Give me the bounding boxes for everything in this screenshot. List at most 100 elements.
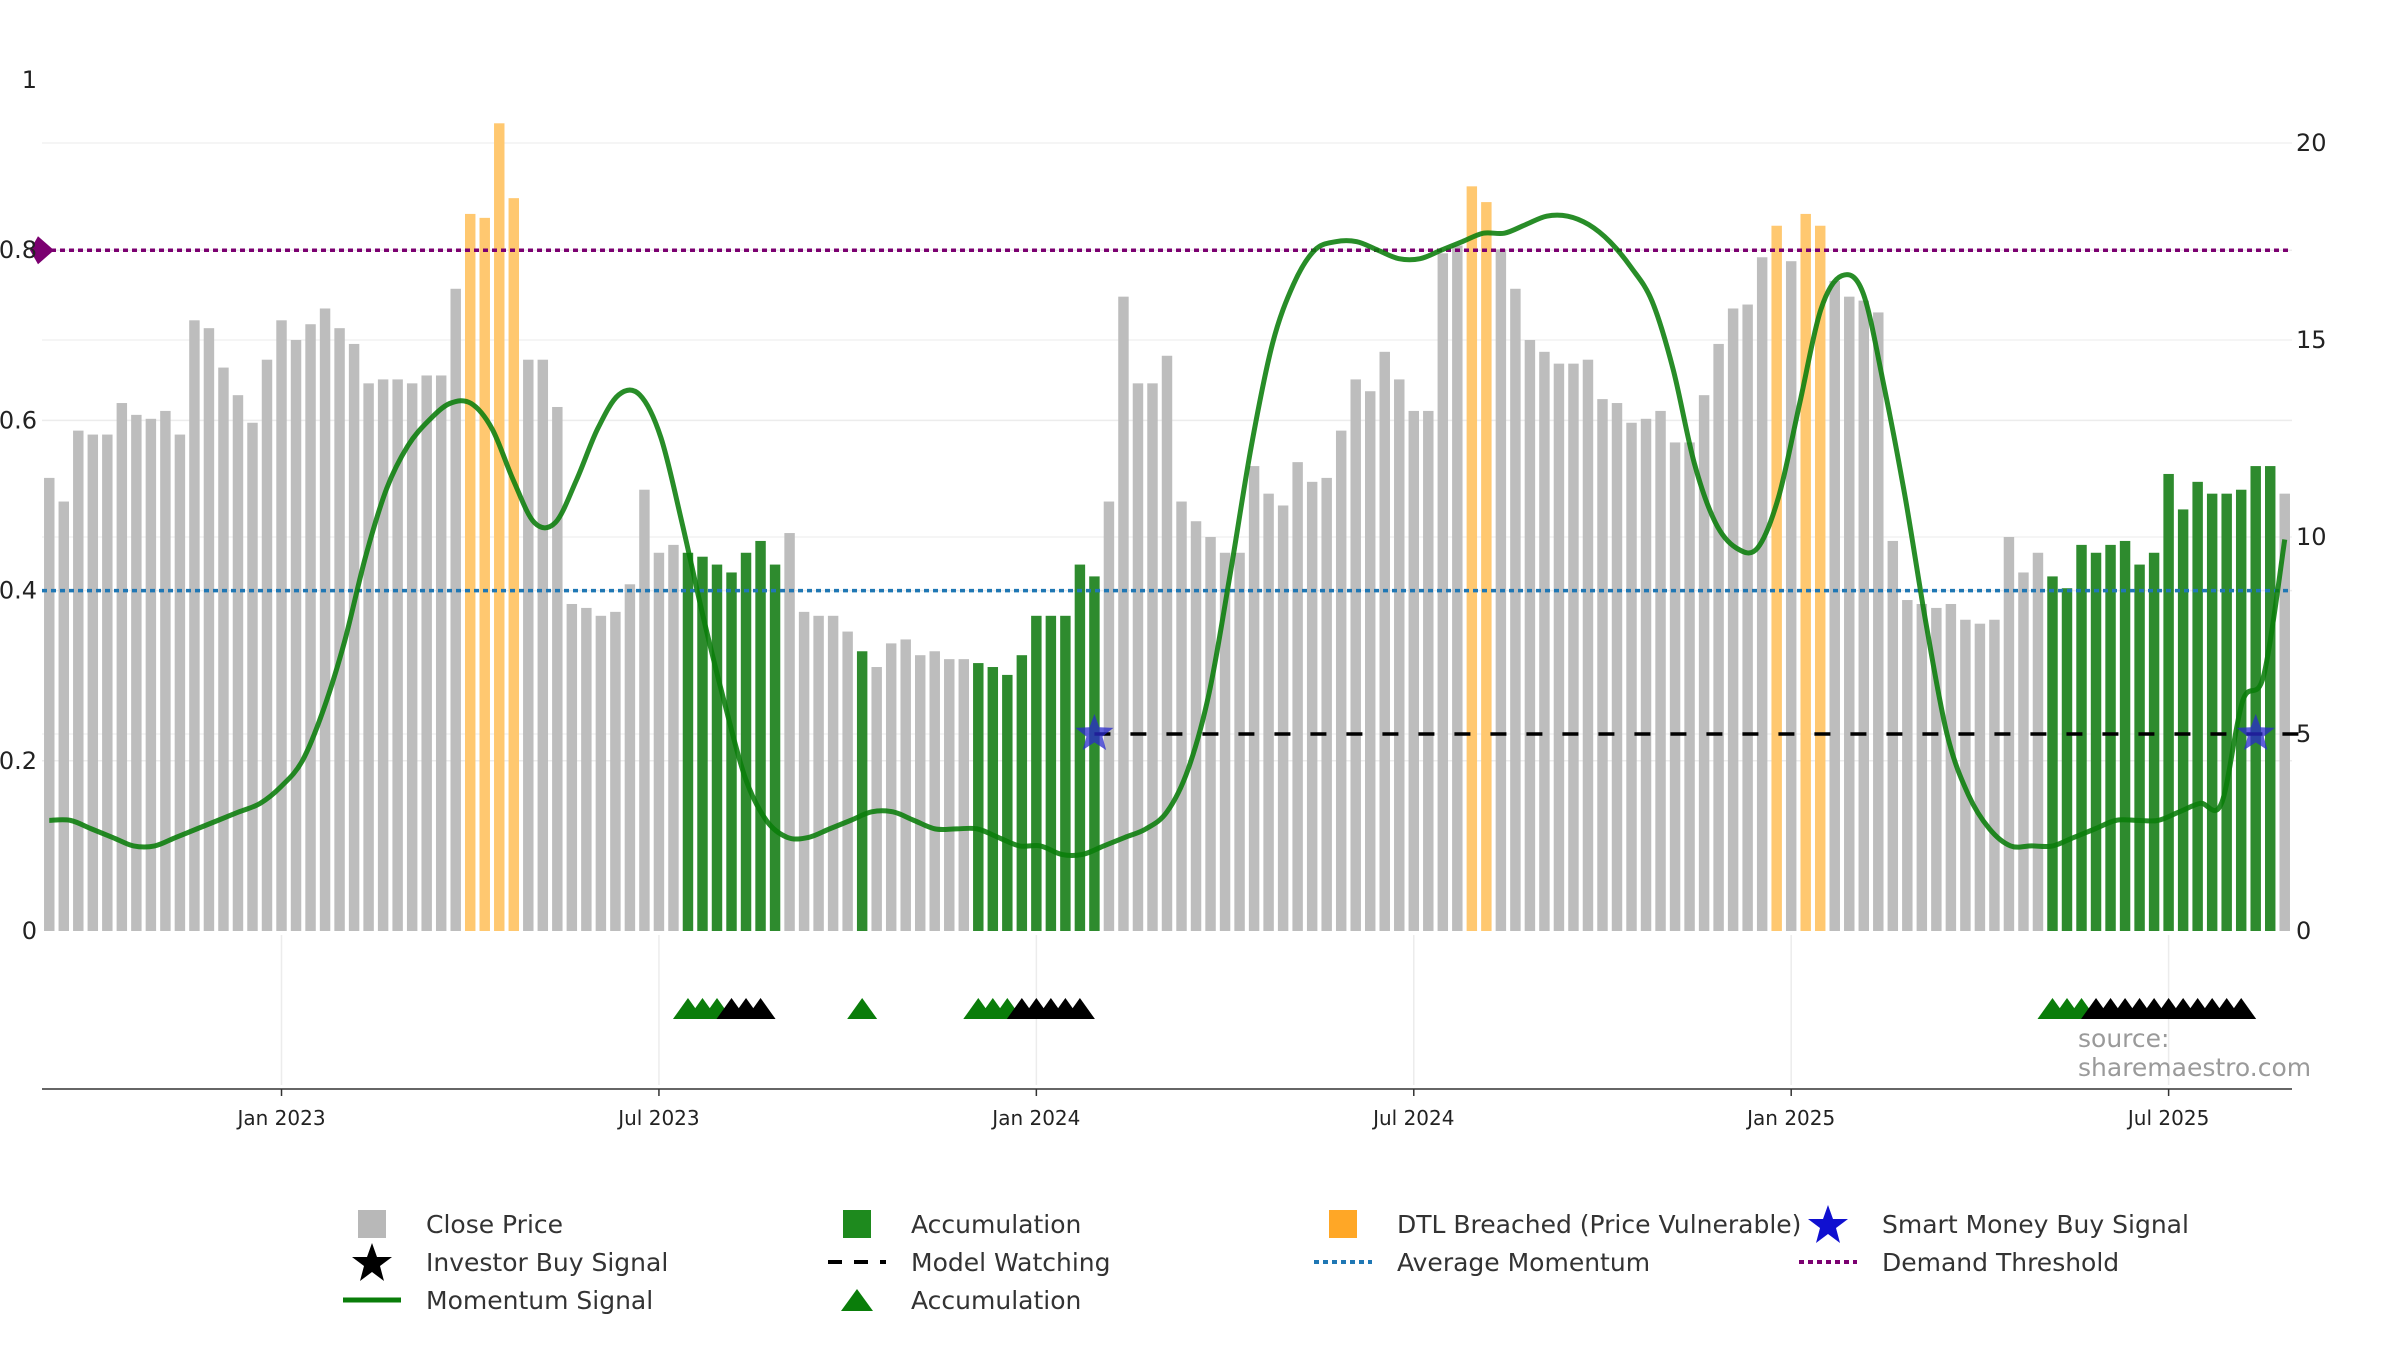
price-bar (682, 552, 694, 931)
price-bar (639, 489, 650, 931)
price-bar (566, 603, 578, 931)
price-bar (1640, 418, 1652, 931)
price-bar (1045, 615, 1057, 931)
price-bar (348, 343, 360, 931)
price-bar (102, 434, 113, 931)
price-bar (581, 607, 592, 931)
left-tick-label: 0.2 (0, 747, 37, 775)
price-bar (1481, 202, 1492, 932)
price-bar (1219, 552, 1231, 931)
price-bar (1611, 403, 1623, 931)
legend-item-momentum: Momentum Signal (336, 1281, 653, 1319)
price-bar (1873, 312, 1884, 931)
legend-item-dtl: DTL Breached (Price Vulnerable) (1307, 1205, 1801, 1243)
price-bar (1597, 399, 1608, 932)
demand-threshold-marker (30, 236, 54, 265)
left-tick-label: 0.4 (0, 577, 37, 605)
price-bar (1771, 225, 1782, 932)
price-bar (1800, 213, 1811, 932)
price-bar (1931, 607, 1942, 931)
price-bar (668, 544, 679, 931)
price-bar (2177, 509, 2189, 931)
price-bar (1002, 674, 1013, 931)
right-tick-label: 10 (2296, 523, 2327, 551)
price-bar (2105, 544, 2116, 931)
price-bar (2279, 493, 2290, 931)
legend-label: Momentum Signal (426, 1285, 654, 1315)
price-bar (697, 556, 708, 931)
legend-dashed-icon (821, 1243, 893, 1281)
price-bar (2163, 473, 2174, 931)
price-bar (2192, 481, 2203, 931)
investor-signal-triangle (1064, 998, 1095, 1019)
price-bar (1350, 379, 1361, 931)
legend-item-watching: Model Watching (821, 1243, 1111, 1281)
price-bar (1031, 615, 1042, 931)
legend-item-avg: Average Momentum (1307, 1243, 1650, 1281)
legend-label: Investor Buy Signal (426, 1247, 669, 1277)
price-bar (1887, 540, 1899, 931)
price-bar (1974, 623, 1986, 931)
legend-item-investor: Investor Buy Signal (336, 1243, 668, 1281)
price-bar (2221, 493, 2232, 931)
price-bar (508, 198, 519, 931)
price-bar (1655, 410, 1666, 931)
price-bar (1858, 300, 1869, 932)
price-bar (1452, 245, 1463, 931)
price-bar (377, 379, 389, 931)
price-bar (2061, 588, 2073, 931)
price-bar (1089, 576, 1100, 931)
price-bar (1945, 603, 1957, 931)
price-bar (1466, 186, 1478, 932)
price-bar (856, 651, 868, 931)
price-bar (435, 375, 447, 932)
left-tick-label: 1 (22, 66, 37, 94)
price-bar (2090, 552, 2102, 931)
legend-item-smart: Smart Money Buy Signal (1792, 1205, 2189, 1243)
price-bar (1118, 296, 1129, 931)
price-bar (1698, 395, 1710, 931)
legend-label: Smart Money Buy Signal (1882, 1209, 2189, 1239)
legend-label: Accumulation (911, 1209, 1082, 1239)
price-bar (1234, 552, 1245, 931)
price-bar (537, 359, 549, 931)
legend-item-demand: Demand Threshold (1792, 1243, 2119, 1281)
price-bar (885, 643, 897, 931)
price-bar (87, 434, 99, 931)
price-bar (406, 383, 418, 932)
x-tick-label: Jan 2025 (1745, 1106, 1835, 1130)
price-bar (1132, 383, 1144, 932)
price-bar (1902, 600, 1913, 931)
price-bar (624, 584, 636, 931)
price-bar (2119, 540, 2131, 931)
price-bar (73, 430, 84, 931)
price-bar (116, 403, 128, 931)
legend-star-icon (336, 1243, 408, 1281)
legend-label: Average Momentum (1397, 1247, 1651, 1277)
price-bar (1626, 422, 1637, 931)
legend-label: Demand Threshold (1882, 1247, 2120, 1277)
smart-money-signal (1075, 714, 1114, 751)
price-bar (160, 410, 171, 931)
price-bar (1756, 257, 1768, 931)
price-bar (392, 379, 403, 931)
price-bar (827, 615, 839, 931)
price-bar (653, 552, 665, 931)
price-bar (2250, 466, 2261, 931)
price-bar (2265, 466, 2276, 931)
left-tick-label: 0 (22, 917, 37, 945)
price-bar (1147, 383, 1158, 932)
price-bar (813, 615, 824, 931)
price-bar (1669, 442, 1681, 931)
x-tick-label: Jan 2023 (235, 1106, 325, 1130)
price-bar (2018, 572, 2029, 931)
x-tick-label: Jul 2023 (616, 1106, 699, 1130)
x-tick-label: Jul 2024 (1371, 1106, 1454, 1130)
right-tick-label: 0 (2296, 917, 2311, 945)
price-bar (1335, 430, 1347, 931)
price-bar (1727, 308, 1739, 932)
legend-label: Accumulation (911, 1285, 1082, 1315)
price-bar (2032, 552, 2044, 931)
legend-square-icon (1307, 1205, 1379, 1243)
